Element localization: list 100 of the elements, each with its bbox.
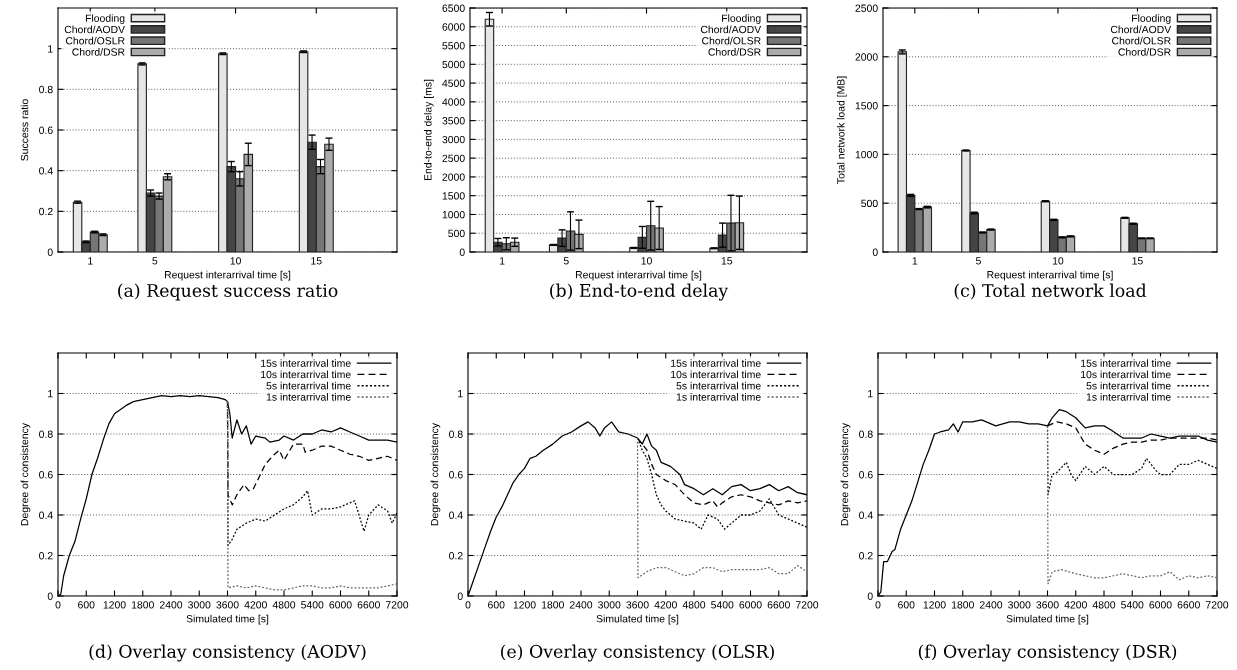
y-tick-label: 0.4 [859, 511, 873, 519]
y-tick-label: 1000 [442, 210, 465, 219]
y-tick-label: 0 [872, 248, 878, 256]
y-tick-label: 0.6 [449, 471, 463, 479]
x-tick-label: 1 [499, 257, 505, 265]
legend-label: 15s interarrival time [1081, 359, 1171, 367]
y-tick-label: 2000 [442, 173, 465, 181]
y-tick-label: 0.2 [449, 552, 463, 560]
y-tick-label: 1 [458, 390, 463, 398]
x-tick-label: 10 [230, 257, 241, 265]
x-axis-title: Request interarrival time [s] [987, 270, 1113, 281]
legend-label: 10s interarrival time [671, 370, 761, 379]
y-tick-label: 0.2 [39, 552, 53, 560]
y-tick-label: 0.4 [39, 167, 53, 175]
y-tick-label: 5500 [442, 42, 465, 50]
text: (f) Overlay consistency (DSR) [918, 644, 1177, 662]
y-tick-label: 4000 [442, 98, 465, 106]
y-tick-label: 0.6 [859, 471, 873, 479]
y-tick-label: 0 [459, 248, 465, 256]
x-tick-label: 6600 [1177, 601, 1200, 609]
y-tick-label: 2500 [855, 4, 878, 12]
y-axis-title: End-to-end delay [ms] [423, 79, 434, 181]
x-tick-label: 10 [641, 257, 652, 265]
x-tick-label: 15 [721, 257, 733, 265]
y-tick-label: 0.6 [39, 471, 53, 479]
y-tick-label: 1 [868, 390, 873, 398]
x-tick-label: 4800 [1092, 601, 1116, 609]
legend-label: 5s interarrival time [1086, 381, 1171, 390]
x-tick-label: 0 [55, 601, 61, 609]
y-tick-label: 0.2 [39, 207, 53, 216]
x-tick-label: 1800 [131, 601, 154, 609]
x-axis-title: Request interarrival time [s] [575, 270, 702, 281]
y-tick-label: 0.8 [859, 430, 873, 438]
y-tick-label: 2500 [442, 154, 465, 163]
y-tick-label: 0 [457, 592, 463, 600]
x-tick-label: 1800 [951, 601, 974, 609]
x-tick-label: 5400 [711, 601, 734, 609]
x-tick-label: 4800 [272, 601, 296, 609]
legend-label: Chord/OLSR [702, 36, 761, 45]
y-tick-label: 0 [47, 248, 53, 256]
y-tick-label: 4500 [442, 79, 465, 87]
y-tick-label: 1 [48, 45, 53, 53]
x-tick-label: 15 [311, 257, 322, 265]
y-axis-title: Degree of consistency [430, 422, 441, 526]
x-tick-label: 3000 [188, 601, 211, 609]
x-tick-label: 3600 [216, 601, 239, 609]
text: (d) Overlay consistency (AODV) [89, 644, 366, 662]
legend-label: 10s interarrival time [1081, 370, 1171, 379]
y-axis-title: Degree of consistency [20, 422, 31, 526]
y-tick-label: 0.8 [449, 430, 463, 438]
y-tick-label: 2000 [855, 53, 878, 61]
x-axis-title: Request interarrival time [s] [164, 270, 291, 281]
x-axis-title: Simulated time [s] [596, 614, 679, 625]
x-tick-label: 6600 [767, 601, 790, 609]
x-tick-label: 600 [78, 601, 95, 609]
legend-label: 1s interarrival time [1086, 393, 1171, 401]
x-tick-label: 4200 [654, 601, 677, 609]
legend-label: 15s interarrival time [671, 359, 761, 367]
y-tick-label: 0 [47, 592, 53, 600]
legend-label: 15s interarrival time [261, 359, 351, 367]
x-tick-label: 600 [898, 601, 915, 609]
x-tick-label: 3000 [598, 601, 621, 609]
x-tick-label: 1 [88, 257, 93, 265]
x-tick-label: 3000 [1008, 601, 1031, 609]
x-tick-label: 1 [912, 257, 918, 265]
text: (c) Total network load [954, 283, 1147, 300]
x-tick-label: 600 [488, 601, 505, 609]
x-tick-label: 1800 [541, 601, 564, 609]
y-tick-label: 1500 [855, 102, 878, 110]
x-tick-label: 1200 [103, 601, 126, 609]
x-tick-label: 3600 [626, 601, 649, 609]
y-axis-title: Total network load [MB] [836, 76, 847, 184]
y-tick-label: 1 [48, 390, 53, 398]
text: (e) Overlay consistency (OLSR) [501, 644, 774, 662]
y-tick-label: 500 [448, 229, 465, 238]
x-tick-label: 6000 [329, 601, 352, 609]
x-tick-label: 7200 [1205, 601, 1229, 609]
legend-label: Chord/DSR [72, 48, 125, 56]
y-tick-label: 500 [861, 199, 878, 208]
x-tick-label: 5 [563, 257, 569, 265]
legend-label: Chord/OSLR [65, 36, 125, 45]
x-tick-label: 4200 [244, 601, 267, 609]
x-axis-title: Simulated time [s] [186, 614, 269, 625]
legend-label: Chord/AODV [64, 25, 125, 34]
legend-label: 5s interarrival time [676, 381, 761, 390]
legend-label: Chord/DSR [708, 48, 761, 56]
x-tick-label: 1200 [513, 601, 536, 609]
y-tick-label: 6500 [442, 4, 465, 12]
legend-label: 5s interarrival time [266, 381, 351, 390]
x-tick-label: 6600 [357, 601, 380, 609]
x-tick-label: 5 [975, 257, 981, 265]
x-tick-label: 4200 [1064, 601, 1087, 609]
x-tick-label: 15 [1132, 257, 1143, 265]
y-tick-label: 1500 [442, 192, 465, 200]
x-tick-label: 3600 [1036, 601, 1059, 609]
legend-label: 1s interarrival time [676, 393, 761, 401]
y-tick-label: 1000 [855, 150, 878, 159]
x-tick-label: 1200 [923, 601, 946, 609]
y-tick-label: 0.8 [39, 85, 53, 94]
y-tick-label: 0.4 [449, 511, 463, 519]
